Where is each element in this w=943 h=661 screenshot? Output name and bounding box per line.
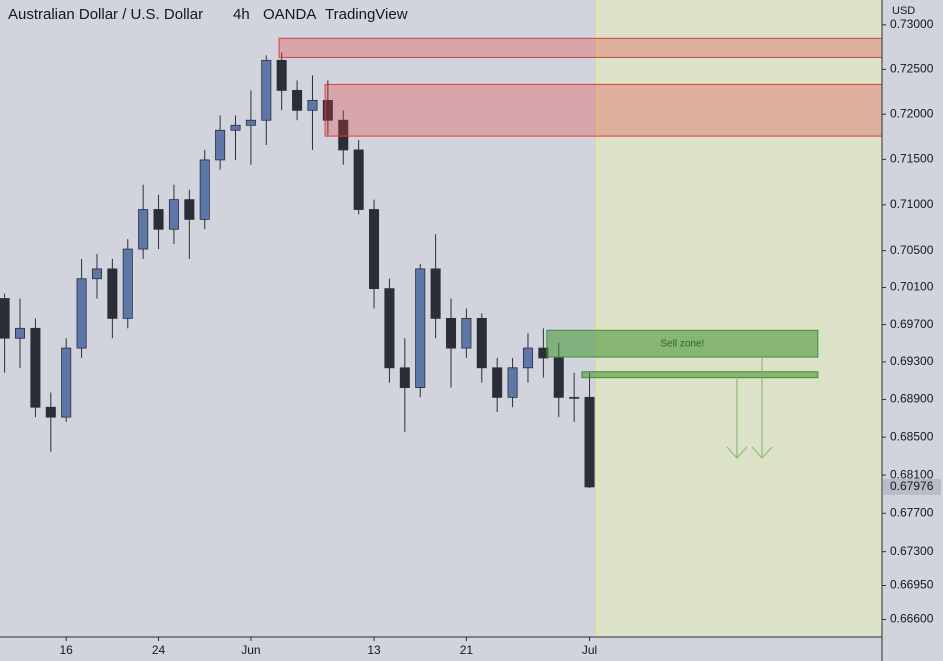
zone-label: Sell zone! [660,338,704,349]
candle-body [522,347,533,369]
x-tick-label: 13 [367,643,381,657]
candle-body [399,367,410,388]
candle-body [0,298,10,339]
platform: TradingView [325,6,408,23]
candle-body [430,268,441,319]
zone [546,329,819,358]
candle-body [569,396,580,399]
candle-body [507,367,518,398]
x-tick-label: 21 [460,643,474,657]
y-tick-label: 0.66950 [890,578,934,592]
zone [278,37,883,58]
last-price-box [883,478,941,495]
last-price-label: 0.67976 [890,479,934,493]
candle-body [492,367,503,398]
y-tick-label: 0.66600 [890,612,934,626]
arrows [726,352,773,459]
candle-body [14,327,26,339]
x-tick-label: Jun [241,643,260,657]
candle-body [45,406,56,418]
candle-body [61,347,72,418]
zone [581,371,819,379]
candle-body [307,99,318,111]
x-tick-label: 16 [60,643,74,657]
candle-body [584,396,595,488]
y-tick-label: 0.68100 [890,467,934,481]
y-tick-label: 0.69300 [890,354,934,368]
candle-body [184,199,195,220]
candle-body [122,248,133,319]
candle-body [445,317,457,349]
candle-body [168,199,179,230]
candle-body [415,268,426,388]
candle-body [245,119,256,126]
candle-body [230,124,241,131]
y-tick-label: 0.67700 [890,505,934,519]
y-tick-label: 0.73000 [890,17,934,31]
x-tick-label: 24 [152,643,166,657]
y-tick-label: 0.72500 [890,62,934,76]
candle-body [215,129,226,161]
candle-body [384,288,395,369]
candle-body [30,327,41,408]
candle-body [138,209,149,250]
candle-body [338,119,349,151]
candle-body [322,99,333,121]
candle-body [292,89,303,111]
y-tick-label: 0.69700 [890,317,934,331]
candle-body [261,59,272,121]
source: OANDA [263,6,316,23]
plot: Sell zone! [0,37,883,489]
y-tick-label: 0.70100 [890,280,934,294]
y-tick-label: 0.71000 [890,197,934,211]
x-tick-label: Jul [582,643,597,657]
candle-body [461,317,472,349]
currency: USD [892,5,915,17]
candle-body [76,278,87,349]
candle-body [276,59,287,91]
candle-body [107,268,118,319]
candle-body [91,268,102,280]
candle-body [153,209,164,230]
candle-body [476,317,487,369]
y-tick-label: 0.72000 [890,106,934,120]
candle-body [353,149,364,210]
candle-body [199,159,210,220]
y-tick-label: 0.68900 [890,392,934,406]
zone [324,83,883,137]
y-tick-label: 0.71500 [890,152,934,166]
y-tick-label: 0.70500 [890,243,934,257]
symbol-title: Australian Dollar / U.S. Dollar [8,6,203,23]
candle-body [553,357,564,398]
interval: 4h [233,6,250,23]
y-tick-label: 0.67300 [890,544,934,558]
future-area [597,0,882,637]
y-tick-label: 0.68500 [890,429,934,443]
candle-body [369,209,380,290]
